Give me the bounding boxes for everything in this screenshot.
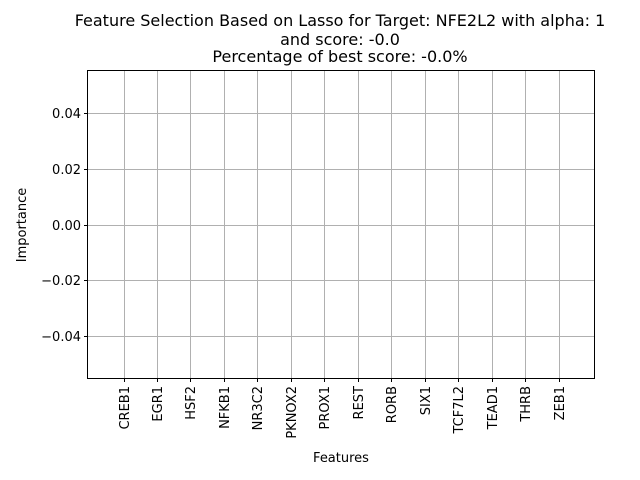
chart-title-line-3: Percentage of best score: -0.0%	[212, 47, 468, 66]
chart-title-line-1: Feature Selection Based on Lasso for Tar…	[74, 11, 606, 30]
y-tick-label: −0.04	[41, 330, 81, 345]
x-axis-ticks: CREB1 EGR1 HSF2 NFKB1 NR3C2 PKNOX2 PROX1 REST RO…	[118, 378, 568, 439]
x-tick-label: TCF7L2	[452, 386, 467, 435]
y-axis-ticks: 0.04 0.02 0.00 −0.02 −0.04	[41, 107, 88, 345]
chart-title-line-2: and score: -0.0	[280, 30, 400, 49]
x-tick-label: NFKB1	[218, 386, 233, 429]
x-tick-label: PROX1	[318, 386, 333, 429]
y-tick-label: 0.00	[52, 219, 81, 234]
x-axis-label: Features	[313, 451, 369, 466]
y-tick-label: 0.04	[52, 107, 81, 122]
grid-layer	[88, 71, 594, 378]
y-tick-label: 0.02	[52, 163, 81, 178]
x-tick-label: NR3C2	[251, 386, 266, 430]
y-axis-label: Importance	[15, 188, 30, 263]
x-tick-label: THRB	[519, 386, 534, 423]
x-tick-label: RORB	[385, 386, 400, 423]
x-tick-label: SIX1	[419, 386, 434, 415]
x-tick-label: ZEB1	[553, 386, 568, 420]
plot-frame	[87, 70, 595, 379]
x-tick-label: TEAD1	[486, 386, 501, 430]
x-tick-label: REST	[352, 386, 367, 419]
x-tick-label: HSF2	[184, 386, 199, 420]
y-tick-label: −0.02	[41, 274, 81, 289]
x-tick-label: PKNOX2	[285, 386, 300, 439]
x-tick-label: CREB1	[118, 386, 133, 430]
x-tick-label: EGR1	[151, 386, 166, 422]
